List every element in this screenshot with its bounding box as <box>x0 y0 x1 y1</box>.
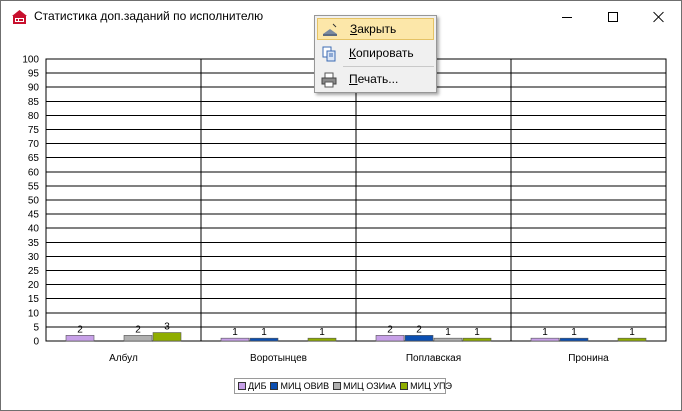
y-tick-label: 40 <box>28 224 40 235</box>
bar <box>462 337 492 342</box>
y-tick-label: 70 <box>28 139 40 150</box>
menu-label-close: акрыть <box>357 22 397 36</box>
legend-swatch <box>270 382 279 390</box>
bar <box>249 337 279 342</box>
bar <box>220 337 250 342</box>
y-tick-label: 55 <box>28 181 40 192</box>
menu-label-copy: опировать <box>356 46 414 60</box>
category-label: Воротынцев <box>250 353 307 364</box>
legend-label: МИЦ УПЭ <box>410 381 452 391</box>
close-button[interactable] <box>636 1 681 33</box>
menu-item-print[interactable]: Печать... <box>317 69 434 91</box>
legend-item: МИЦ ОЗИиА <box>333 381 396 391</box>
menu-label-print: ечать... <box>357 72 399 86</box>
bar <box>152 332 182 342</box>
y-tick-label: 95 <box>28 69 40 80</box>
data-label: 1 <box>319 327 325 338</box>
legend-swatch <box>400 382 409 390</box>
app-logo-icon <box>12 10 27 24</box>
legend-swatch <box>333 382 342 390</box>
y-tick-label: 65 <box>28 153 40 164</box>
category-label: Пронина <box>568 353 609 364</box>
y-tick-label: 35 <box>28 238 40 249</box>
y-tick-label: 90 <box>28 83 40 94</box>
menu-accel: К <box>349 46 356 60</box>
legend-item: ДИБ <box>238 381 266 391</box>
legend-label: ДИБ <box>248 381 267 391</box>
y-tick-label: 85 <box>28 97 40 108</box>
menu-item-close[interactable]: Закрыть <box>317 18 434 40</box>
copy-icon <box>322 46 336 62</box>
y-tick-label: 25 <box>28 266 40 277</box>
data-label: 1 <box>571 327 577 338</box>
minimize-icon <box>561 16 572 18</box>
data-label: 3 <box>164 322 170 333</box>
y-tick-label: 80 <box>28 111 40 122</box>
legend-label: МИЦ ОЗИиА <box>343 381 397 391</box>
bar <box>123 335 153 342</box>
y-tick-label: 100 <box>22 55 39 66</box>
bar <box>433 337 463 342</box>
close-window-icon <box>323 23 337 36</box>
y-tick-label: 30 <box>28 252 40 263</box>
data-label: 2 <box>387 324 393 335</box>
legend-swatch <box>238 382 246 390</box>
menu-accel: П <box>349 72 358 86</box>
menu-item-copy[interactable]: Копировать <box>317 43 434 65</box>
y-tick-label: 45 <box>28 210 40 221</box>
y-tick-label: 50 <box>28 196 40 207</box>
bar <box>404 335 434 342</box>
legend-item: МИЦ УПЭ <box>400 381 452 391</box>
data-label: 1 <box>232 327 238 338</box>
data-label: 1 <box>542 327 548 338</box>
y-tick-label: 75 <box>28 125 40 136</box>
category-label: Албул <box>109 352 138 364</box>
y-tick-label: 15 <box>28 294 40 305</box>
data-label: 2 <box>77 324 83 335</box>
data-label: 1 <box>261 327 267 338</box>
printer-icon <box>321 72 337 88</box>
bar <box>617 337 647 342</box>
context-menu: Закрыть Копировать Печать... <box>314 15 437 93</box>
minimize-button[interactable] <box>544 1 589 33</box>
bar <box>530 337 560 342</box>
data-label: 1 <box>474 327 480 338</box>
y-tick-label: 5 <box>33 322 39 333</box>
bar <box>65 335 95 342</box>
bar <box>307 337 337 342</box>
y-tick-label: 60 <box>28 167 40 178</box>
y-tick-label: 0 <box>33 337 39 348</box>
chart-legend: ДИБ МИЦ ОВИВ МИЦ ОЗИиА МИЦ УПЭ <box>234 378 452 394</box>
data-label: 2 <box>416 324 422 335</box>
window-title: Статистика доп.заданий по исполнителю <box>34 9 264 23</box>
menu-separator <box>343 66 434 67</box>
menu-accel: З <box>350 22 358 36</box>
data-label: 2 <box>135 324 141 335</box>
legend-label: МИЦ ОВИВ <box>280 381 330 391</box>
maximize-button[interactable] <box>590 1 635 33</box>
legend-item: МИЦ ОВИВ <box>270 381 329 391</box>
close-icon <box>653 11 665 23</box>
bar <box>559 337 589 342</box>
y-tick-label: 20 <box>28 280 40 291</box>
data-label: 1 <box>629 327 635 338</box>
data-label: 1 <box>445 327 451 338</box>
bar <box>375 335 405 342</box>
y-tick-label: 10 <box>28 308 40 319</box>
maximize-icon <box>607 12 618 22</box>
category-label: Поплавская <box>406 353 461 364</box>
